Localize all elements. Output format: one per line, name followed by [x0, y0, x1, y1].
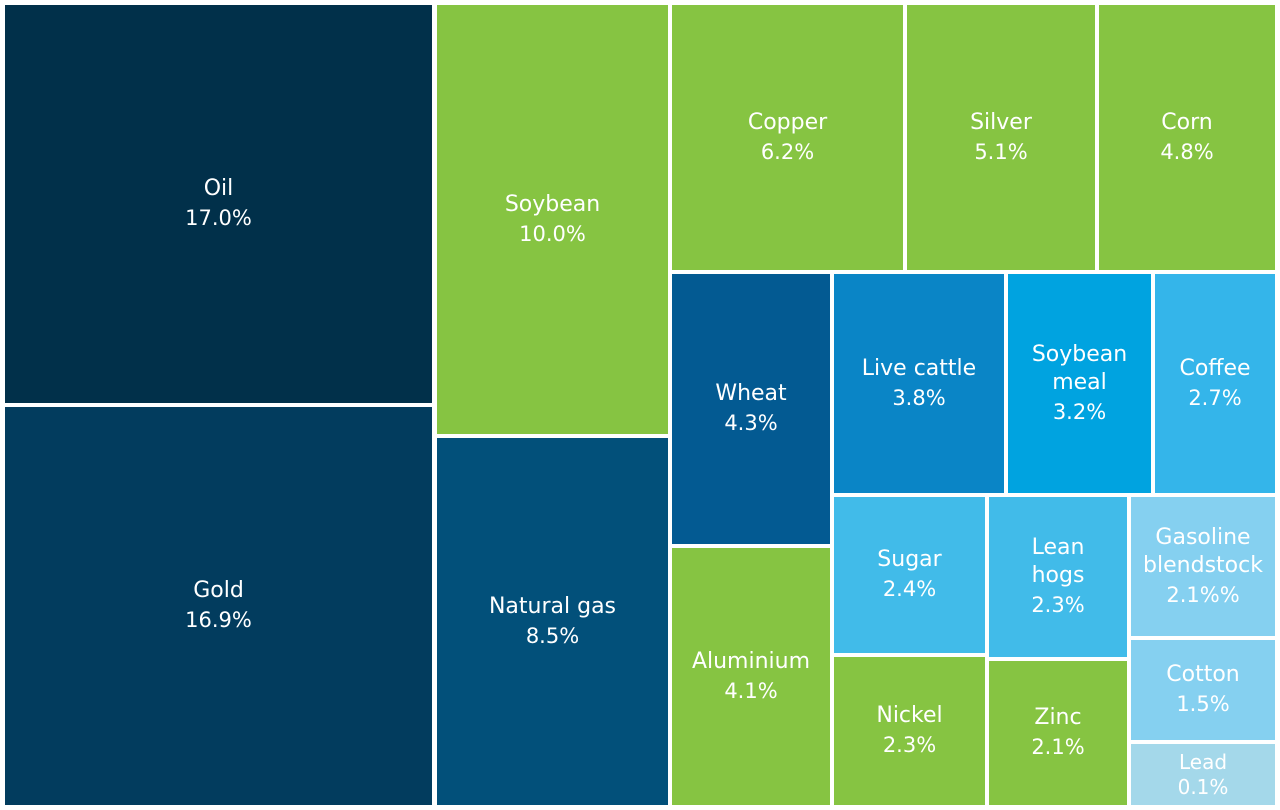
tile-label: Natural gas — [488, 593, 617, 619]
treemap-tile-coffee: Coffee 2.7% — [1155, 274, 1275, 493]
tile-label: Cotton — [1166, 662, 1240, 687]
tile-label: Coffee — [1179, 355, 1251, 381]
tile-value: 8.5% — [525, 623, 580, 648]
treemap-tile-gasoline-blendstock: Gasoline blendstock 2.1%% — [1131, 497, 1275, 636]
tile-label: Lead — [1178, 749, 1228, 774]
treemap-tile-lean-hogs: Lean hogs 2.3% — [989, 497, 1127, 657]
tile-label: Gold — [193, 578, 244, 603]
tile-label: Sugar — [877, 547, 942, 572]
tile-value: 3.8% — [892, 385, 946, 410]
treemap-tile-sugar: Sugar 2.4% — [834, 497, 985, 653]
tile-label: Soybean — [504, 191, 601, 217]
tile-label: Zinc — [1034, 705, 1082, 730]
tile-label: Corn — [1161, 109, 1213, 135]
tile-value: 2.7% — [1188, 385, 1242, 410]
tile-label: Oil — [203, 176, 234, 201]
tile-value: 1.5% — [1176, 692, 1230, 716]
tile-label: Copper — [747, 109, 828, 135]
tile-label: Nickel — [876, 703, 943, 728]
tile-value: 5.1% — [974, 139, 1028, 164]
tile-value: 4.1% — [724, 678, 778, 703]
tile-value: 3.2% — [1052, 399, 1107, 424]
treemap-tile-oil: Oil 17.0% — [5, 5, 432, 403]
tile-label: Gasoline blendstock — [1143, 524, 1263, 578]
tile-value: 2.3% — [882, 733, 937, 757]
tile-value: 10.0% — [519, 221, 586, 246]
tile-value: 2.1% — [1031, 735, 1085, 759]
tile-value: 2.1%% — [1166, 582, 1240, 607]
treemap-tile-soybean: Soybean 10.0% — [437, 5, 668, 434]
treemap-tile-natural-gas: Natural gas 8.5% — [437, 438, 668, 805]
treemap-tile-silver: Silver 5.1% — [907, 5, 1095, 270]
treemap-tile-gold: Gold 16.9% — [5, 407, 432, 805]
tile-value: 2.4% — [882, 577, 937, 601]
tile-value: 16.9% — [185, 608, 252, 632]
tile-value: 4.3% — [724, 411, 778, 435]
tile-value: 4.8% — [1160, 139, 1214, 164]
treemap-tile-wheat: Wheat 4.3% — [672, 274, 830, 544]
treemap-tile-soybean-meal: Soybean meal 3.2% — [1008, 274, 1151, 493]
treemap-tile-aluminium: Aluminium 4.1% — [672, 548, 830, 805]
tile-value: 0.1% — [1177, 774, 1229, 799]
treemap-tile-copper: Copper 6.2% — [672, 5, 903, 270]
tile-value: 6.2% — [760, 139, 815, 164]
treemap-tile-nickel: Nickel 2.3% — [834, 657, 985, 805]
treemap-tile-lead: Lead 0.1% — [1131, 744, 1275, 805]
treemap-tile-live-cattle: Live cattle 3.8% — [834, 274, 1004, 493]
tile-label: Wheat — [715, 381, 787, 406]
treemap-tile-corn: Corn 4.8% — [1099, 5, 1275, 270]
tile-label: Live cattle — [861, 355, 977, 381]
tile-value: 2.3% — [1031, 593, 1085, 617]
tile-label: Silver — [970, 109, 1032, 135]
tile-label: Aluminium — [691, 648, 811, 674]
tile-label: Lean hogs — [1031, 535, 1085, 588]
treemap-tile-cotton: Cotton 1.5% — [1131, 640, 1275, 740]
tile-label: Soybean meal — [1031, 341, 1128, 395]
tile-value: 17.0% — [185, 206, 252, 230]
treemap-tile-zinc: Zinc 2.1% — [989, 661, 1127, 805]
